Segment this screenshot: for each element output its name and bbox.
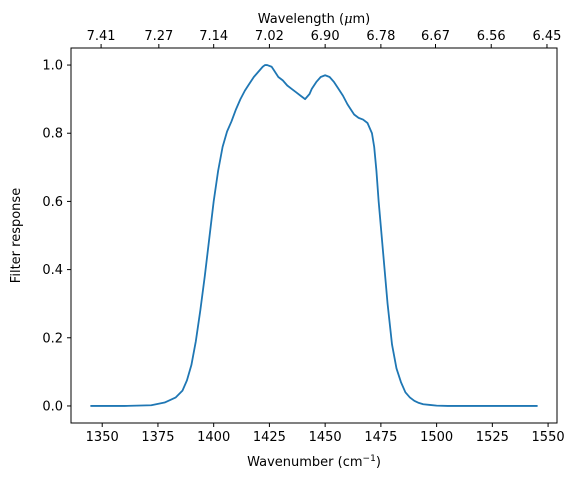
x-axis-label-tail: ) xyxy=(376,455,381,470)
top-tick-label: 6.67 xyxy=(421,29,450,44)
y-tick-label: 0.6 xyxy=(42,195,63,210)
y-tick-label: 1.0 xyxy=(42,59,63,74)
y-tick-label: 0.2 xyxy=(42,331,63,346)
y-tick-label: 0.8 xyxy=(42,127,63,142)
x-tick-label: 1550 xyxy=(532,430,565,445)
series-layer xyxy=(90,64,538,407)
x-tick-label: 1525 xyxy=(476,430,509,445)
x-tick-label: 1450 xyxy=(309,430,342,445)
x-tick-label: 1475 xyxy=(364,430,397,445)
plot-frame xyxy=(70,47,558,424)
top-axis-label-mu: μ xyxy=(344,12,352,27)
filter-response-line xyxy=(90,64,538,407)
top-tick-label: 6.56 xyxy=(477,29,506,44)
y-tick-label: 0.0 xyxy=(42,399,63,414)
top-tick-label: 7.27 xyxy=(144,29,173,44)
top-tick-label: 6.90 xyxy=(311,29,340,44)
ticks-layer: 1350 1375 1400 1425 1450 1475 1500 1525 1550 0.0 0… xyxy=(42,29,564,445)
top-tick-label: 7.41 xyxy=(87,29,116,44)
x-tick-label: 1375 xyxy=(141,430,174,445)
top-tick-label: 7.02 xyxy=(255,29,284,44)
y-axis-label: Filter response xyxy=(9,188,24,283)
top-axis-label: Wavelength (μm) xyxy=(258,12,371,27)
top-axis-label-end: m) xyxy=(353,12,371,27)
top-tick-label: 6.45 xyxy=(532,29,561,44)
top-tick-label: 7.14 xyxy=(199,29,228,44)
top-tick-label: 6.78 xyxy=(366,29,395,44)
x-tick-label: 1350 xyxy=(86,430,119,445)
x-tick-label: 1500 xyxy=(420,430,453,445)
top-axis-label-start: Wavelength ( xyxy=(258,12,344,27)
x-axis-label-superscript: −1 xyxy=(363,454,376,464)
y-tick-label: 0.4 xyxy=(42,263,63,278)
x-tick-label: 1400 xyxy=(197,430,230,445)
x-axis-label: Wavenumber (cm−1) xyxy=(247,454,381,470)
x-tick-label: 1425 xyxy=(253,430,286,445)
x-axis-label-main: Wavenumber (cm xyxy=(247,455,362,470)
